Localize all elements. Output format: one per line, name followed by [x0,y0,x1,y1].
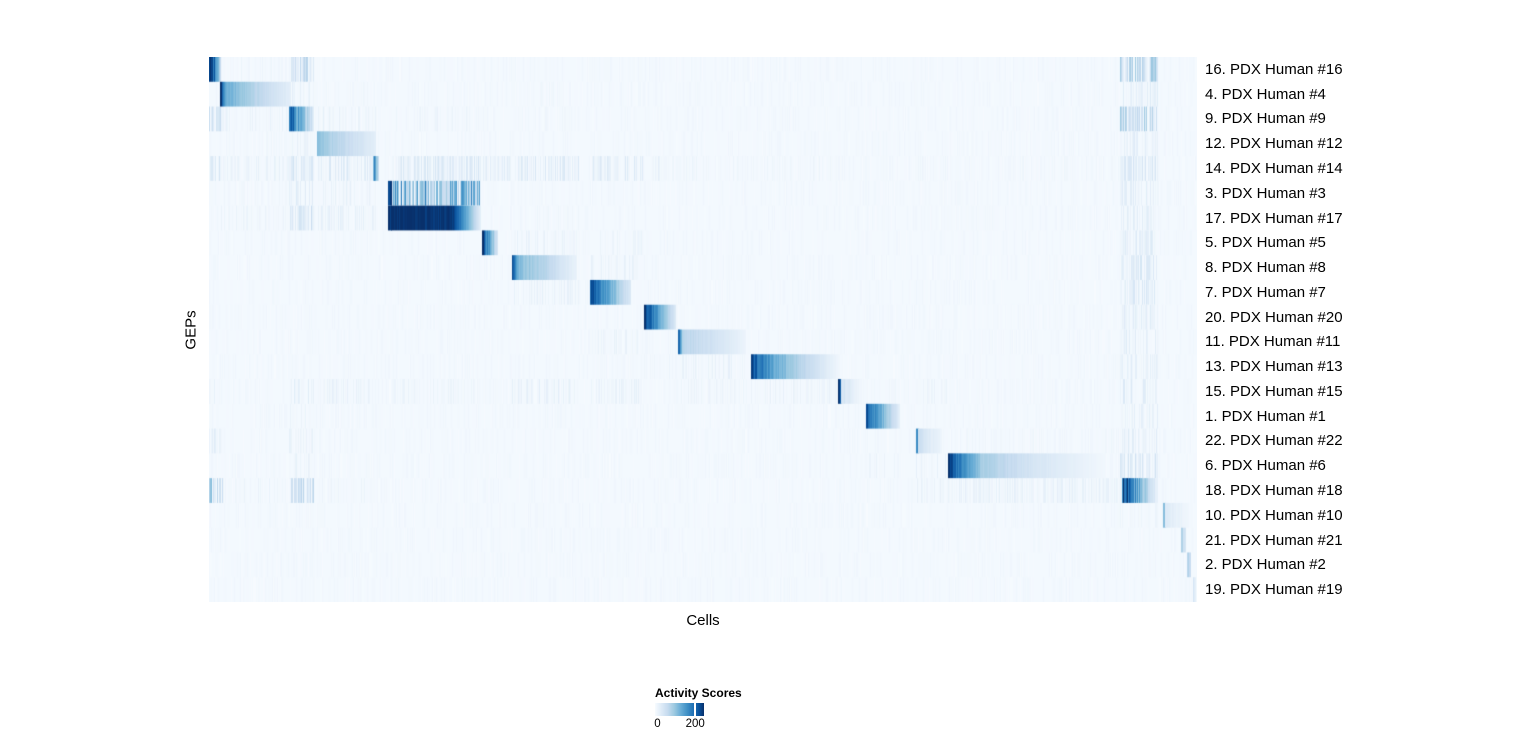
row-label: 18. PDX Human #18 [1205,482,1343,499]
row-label: 4. PDX Human #4 [1205,85,1326,103]
row-label: 11. PDX Human #11 [1205,333,1341,351]
legend-tick-label: 200 [685,718,705,730]
row-label: 2. PDX Human #2 [1205,556,1326,574]
row-label: 17. PDX Human #17 [1205,209,1343,227]
legend: Activity Scores 0 200 [654,686,765,738]
row-label: 1. PDX Human #1 [1205,407,1326,425]
legend-tick-labels: 0 200 [654,718,705,732]
heatmap-plot-area [209,57,1197,602]
legend-tick-mark [694,702,697,717]
legend-gradient-bar [655,702,704,717]
row-label: 15. PDX Human #15 [1205,382,1343,400]
legend-tick-label: 0 [654,718,661,730]
legend-title: Activity Scores [655,686,742,700]
row-label: 7. PDX Human #7 [1205,283,1326,301]
row-label: 16. PDX Human #16 [1205,60,1343,78]
row-label: 9. PDX Human #9 [1205,110,1326,128]
x-axis-label: Cells [686,612,720,629]
row-label: 22. PDX Human #22 [1205,432,1343,450]
row-label: 8. PDX Human #8 [1205,259,1326,277]
row-label: 14. PDX Human #14 [1205,159,1343,177]
row-label: 13. PDX Human #13 [1205,358,1343,376]
row-labels: 16. PDX Human #16 4. PDX Human #4 9. PDX H… [1205,57,1535,602]
row-label: 6. PDX Human #6 [1205,457,1326,475]
row-label: 21. PDX Human #21 [1205,531,1343,549]
row-label: 12. PDX Human #12 [1205,135,1343,153]
row-label: 19. PDX Human #19 [1205,581,1343,599]
row-label: 20. PDX Human #20 [1205,308,1343,326]
y-axis-label: GEPs [182,310,200,350]
row-label: 5. PDX Human #5 [1205,234,1326,252]
row-label: 3. PDX Human #3 [1205,184,1326,202]
row-label: 10. PDX Human #10 [1205,506,1343,524]
